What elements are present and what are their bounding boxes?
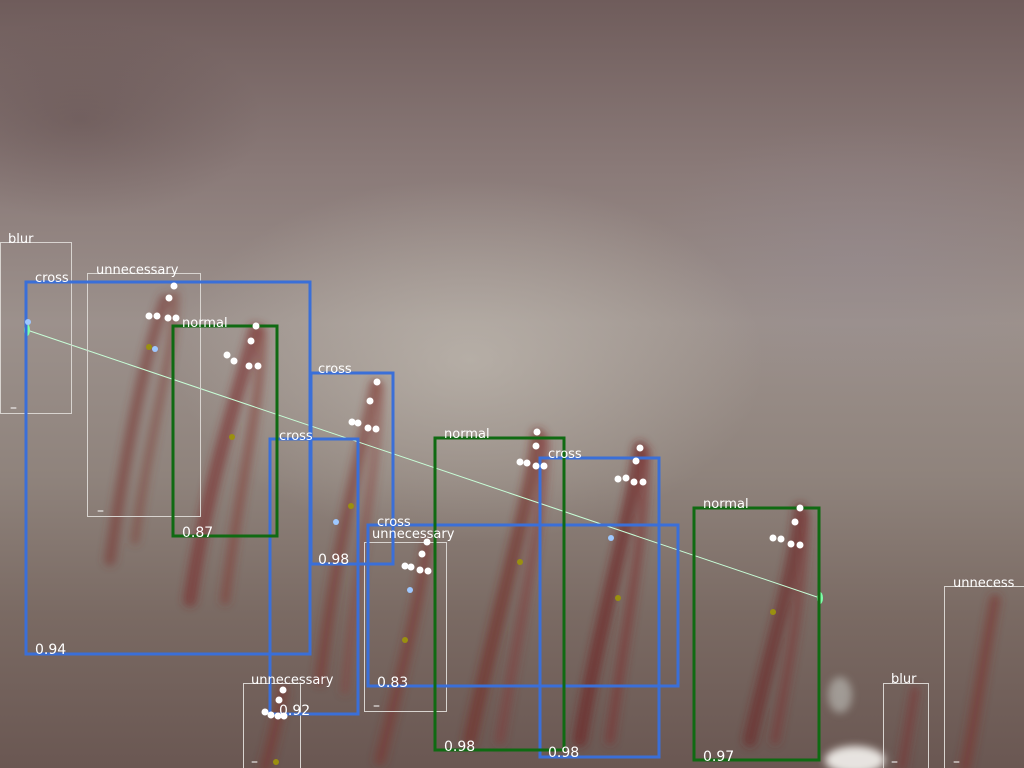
detection-box-unnecessary-3[interactable] (243, 683, 301, 768)
label-blur-left: blur (8, 232, 34, 247)
label-cross-4: cross (548, 447, 582, 462)
score-unnecessary-4: – (953, 754, 960, 768)
label-normal-1: normal (182, 316, 228, 331)
label-normal-3: normal (703, 497, 749, 512)
label-unnecessary-1: unnecessary (96, 263, 179, 278)
label-normal-2: normal (444, 427, 490, 442)
score-cross-3: 0.92 (279, 703, 310, 719)
detection-box-blur-left[interactable] (0, 242, 72, 414)
detection-box-cross-2[interactable] (309, 371, 395, 566)
detection-box-unnecessary-2[interactable] (364, 542, 447, 712)
score-cross-4: 0.98 (548, 745, 579, 761)
capillary-loops (104, 290, 1001, 768)
score-blur-left: – (10, 400, 17, 416)
score-labels: – 0.94 – 0.87 0.98 0.92 0.98 0.98 0.83 –… (10, 400, 960, 768)
score-unnecessary-2: – (373, 698, 380, 714)
score-normal-3: 0.97 (703, 749, 734, 765)
detection-box-normal-2[interactable] (433, 436, 566, 752)
score-blur-right: – (891, 754, 898, 768)
score-cross-2: 0.98 (318, 552, 349, 568)
detection-box-cross-3[interactable] (268, 437, 360, 716)
detection-box-normal-1[interactable] (171, 324, 279, 538)
label-cross-3: cross (279, 429, 313, 444)
green-boxes (171, 324, 821, 762)
detection-box-cross-4[interactable] (538, 456, 661, 759)
detection-box-cross-5[interactable] (366, 523, 680, 688)
score-unnecessary-3: – (251, 754, 258, 768)
gray-boxes (0, 242, 1024, 768)
detection-box-unnecessary-4[interactable] (944, 586, 1024, 768)
label-cross-2: cross (318, 362, 352, 377)
blue-boxes (24, 280, 680, 759)
detection-box-blur-right[interactable] (883, 683, 929, 768)
detection-box-normal-3[interactable] (692, 506, 821, 762)
score-normal-1: 0.87 (182, 525, 213, 541)
score-unnecessary-1: – (97, 503, 104, 519)
keypoints (25, 282, 804, 765)
label-cross-5: cross (377, 515, 411, 530)
score-normal-2: 0.98 (444, 739, 475, 755)
label-cross-1: cross (35, 271, 69, 286)
label-unnecessary-2: unnecessary (372, 527, 455, 542)
score-cross-5: 0.83 (377, 675, 408, 691)
detection-box-unnecessary-1[interactable] (87, 273, 201, 517)
measurement-line (26, 329, 821, 599)
class-labels: blur cross unnecessary normal cross cros… (8, 232, 1015, 688)
score-cross-1: 0.94 (35, 642, 66, 658)
label-unnecessary-3: unnecessary (251, 673, 334, 688)
label-blur-right: blur (891, 672, 917, 687)
label-unnecessary-4: unnecess (953, 576, 1015, 591)
